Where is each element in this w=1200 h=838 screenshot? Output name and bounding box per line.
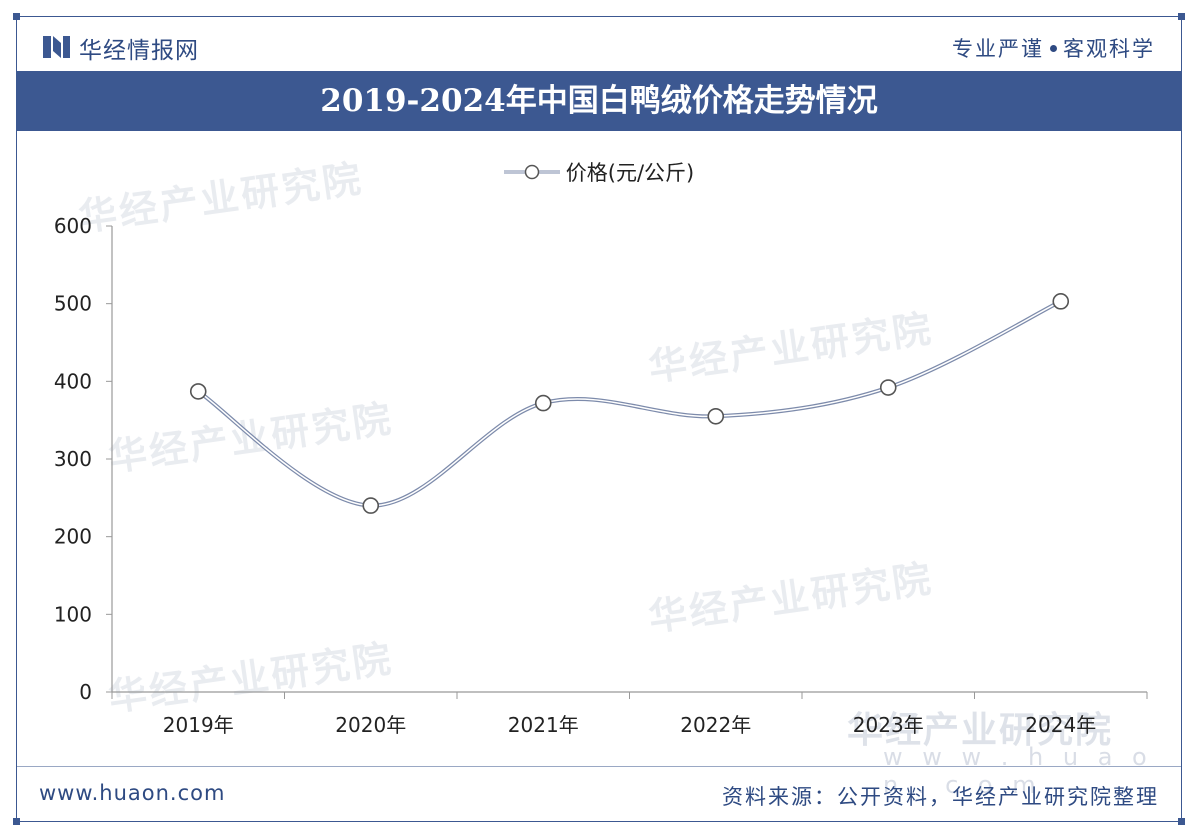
y-tick-label: 0 <box>79 680 92 704</box>
x-tick-label: 2023年 <box>853 713 924 737</box>
watermark-logo-text: 华经产业研究院 <box>847 710 1114 751</box>
x-tick-label: 2024年 <box>1025 713 1096 737</box>
slogan-left: 专业严谨 <box>952 37 1044 61</box>
y-tick-label: 400 <box>54 369 92 393</box>
y-tick-label: 100 <box>54 602 92 626</box>
x-tick-label: 2020年 <box>335 713 406 737</box>
frame-corner <box>13 13 20 20</box>
data-point <box>879 379 897 396</box>
series-line <box>197 300 1062 507</box>
legend: 价格(元/公斤) <box>17 157 1181 187</box>
frame-corner <box>13 818 20 825</box>
slogan-right: 客观科学 <box>1063 37 1155 61</box>
website-url: www.huaon.com <box>39 781 226 805</box>
data-point <box>189 383 207 400</box>
chart-frame: 华经情报网 专业严谨 客观科学 2019-2024年中国白鸭绒价格走势情况 华经… <box>13 13 1185 825</box>
header: 华经情报网 专业严谨 客观科学 <box>17 17 1181 71</box>
x-tick-label: 2022年 <box>680 713 751 737</box>
slogan-dot-icon <box>1050 44 1057 52</box>
legend-line-marker-icon <box>503 164 560 180</box>
series-line-outline <box>197 299 1062 508</box>
brand-logo-icon <box>43 36 70 58</box>
y-tick-label: 300 <box>54 447 92 471</box>
x-tick-label: 2021年 <box>508 713 579 737</box>
frame-corner <box>1178 818 1185 825</box>
data-point <box>534 394 552 412</box>
y-tick-label: 200 <box>54 525 92 549</box>
data-point <box>1052 293 1070 310</box>
x-tick-label: 2019年 <box>163 713 234 737</box>
footer: www.huaon.com 资料来源：公开资料，华经产业研究院整理 <box>17 766 1181 821</box>
brand-name: 华经情报网 <box>79 38 199 64</box>
y-tick-label: 500 <box>54 292 92 316</box>
data-point <box>362 497 380 514</box>
frame-corner <box>1178 13 1185 20</box>
legend-label: 价格(元/公斤) <box>565 161 695 185</box>
data-source: 资料来源：公开资料，华经产业研究院整理 <box>722 785 1159 809</box>
chart-title: 2019-2024年中国白鸭绒价格走势情况 <box>17 71 1181 131</box>
data-point <box>707 407 725 425</box>
line-chart: 0 100 200 300 400 500 600 2019年 2020年 2021年 2022年 2… <box>54 214 1148 737</box>
slogan: 专业严谨 客观科学 <box>952 33 1155 63</box>
y-tick-label: 600 <box>54 214 92 238</box>
